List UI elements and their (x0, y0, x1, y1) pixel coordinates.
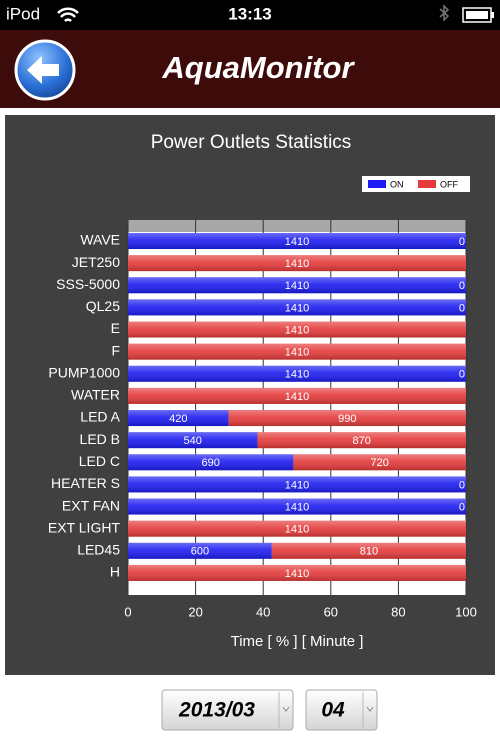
bar-gloss (128, 564, 466, 581)
status-bar (0, 0, 500, 30)
y-tick-label: WATER (71, 387, 120, 403)
bar-gloss (128, 476, 466, 493)
bar-gloss (128, 520, 466, 537)
app-title: AquaMonitor (161, 50, 355, 85)
wifi-icon (57, 7, 79, 22)
legend-swatch (418, 180, 436, 188)
data-label: 1410 (285, 524, 309, 536)
data-label: 1410 (285, 391, 309, 403)
data-label: 1410 (285, 280, 309, 292)
y-tick-label: SSS-5000 (56, 276, 120, 292)
y-tick-label: EXT LIGHT (48, 519, 121, 535)
bar-gloss (128, 365, 466, 382)
x-tick-label: 0 (124, 604, 131, 619)
x-tick-label: 20 (188, 604, 202, 619)
data-label: 600 (191, 546, 209, 558)
data-label: 870 (353, 435, 371, 447)
bar-gloss (257, 432, 466, 449)
y-tick-label: PUMP1000 (48, 364, 120, 380)
legend-swatch (368, 180, 386, 188)
back-button[interactable] (14, 39, 76, 101)
x-tick-label: 60 (324, 604, 338, 619)
y-tick-label: LED C (79, 453, 120, 469)
clock: 13:13 (228, 4, 271, 23)
data-label: 0 (459, 280, 465, 292)
data-label: 1410 (285, 236, 309, 248)
bar-gloss (128, 277, 466, 294)
data-label: 0 (459, 501, 465, 513)
data-label: 720 (371, 457, 389, 469)
day-picker-box[interactable] (305, 689, 378, 731)
day-value[interactable]: 04 (321, 699, 345, 722)
data-label: 810 (360, 546, 378, 558)
data-label: 1410 (285, 302, 309, 314)
bluetooth-icon (439, 4, 450, 22)
nav-bar (0, 30, 500, 108)
data-label: 1410 (285, 258, 309, 270)
x-tick-label: 100 (455, 604, 477, 619)
y-tick-label: WAVE (80, 232, 120, 248)
bar-gloss (128, 233, 466, 249)
data-label: 1410 (285, 501, 309, 513)
x-tick-label: 80 (391, 604, 405, 619)
bar-gloss (128, 321, 466, 338)
bar-gloss (128, 454, 294, 471)
data-label: 0 (459, 236, 465, 248)
plot-header-strip (128, 220, 466, 232)
y-tick-label: LED A (80, 409, 120, 425)
y-tick-label: E (111, 320, 120, 336)
plot-area (128, 220, 466, 595)
battery-tip (491, 12, 494, 18)
data-label: 1410 (285, 369, 309, 381)
battery-level (466, 11, 488, 19)
bar-gloss (128, 498, 466, 515)
x-tick-label: 40 (256, 604, 270, 619)
y-tick-label: HEATER S (51, 475, 120, 491)
back-arrow[interactable] (27, 56, 59, 84)
bar-gloss (271, 542, 466, 559)
bar-gloss (128, 542, 272, 559)
bar-gloss (128, 343, 466, 360)
data-label: 690 (202, 457, 220, 469)
month-value[interactable]: 2013/03 (178, 699, 255, 722)
bar-gloss (128, 410, 229, 427)
bar-gloss (228, 410, 466, 427)
bar-gloss (128, 299, 466, 316)
data-label: 540 (184, 435, 202, 447)
bar-gloss (128, 387, 466, 404)
day-picker[interactable]: 04 (305, 689, 378, 731)
data-label: 0 (459, 479, 465, 491)
y-tick-label: QL25 (86, 298, 120, 314)
chart-title: Power Outlets Statistics (151, 132, 352, 153)
y-tick-label: LED45 (77, 542, 120, 558)
x-axis-title: Time [ % ] [ Minute ] (231, 633, 364, 650)
y-tick-label: EXT FAN (62, 497, 120, 513)
data-label: 0 (459, 302, 465, 314)
data-label: 0 (459, 369, 465, 381)
bar-gloss (128, 432, 258, 449)
legend-label: OFF (440, 179, 458, 189)
legend (362, 176, 470, 192)
bar-gloss (293, 454, 466, 471)
data-label: 420 (169, 413, 187, 425)
data-label: 990 (338, 413, 356, 425)
data-label: 1410 (285, 347, 309, 359)
legend-label: ON (390, 179, 404, 189)
data-label: 1410 (285, 324, 309, 336)
month-picker-arrow[interactable] (282, 706, 290, 712)
y-tick-label: LED B (80, 431, 120, 447)
carrier: iPod (6, 4, 40, 23)
data-label: 1410 (285, 479, 309, 491)
bar-gloss (128, 255, 466, 272)
y-tick-label: F (111, 342, 120, 358)
y-tick-label: H (110, 564, 120, 580)
day-picker-arrow[interactable] (366, 706, 374, 712)
month-picker[interactable]: 2013/03 (161, 689, 294, 731)
data-label: 1410 (285, 568, 309, 580)
month-picker-box[interactable] (161, 689, 294, 731)
y-tick-label: JET250 (72, 254, 120, 270)
